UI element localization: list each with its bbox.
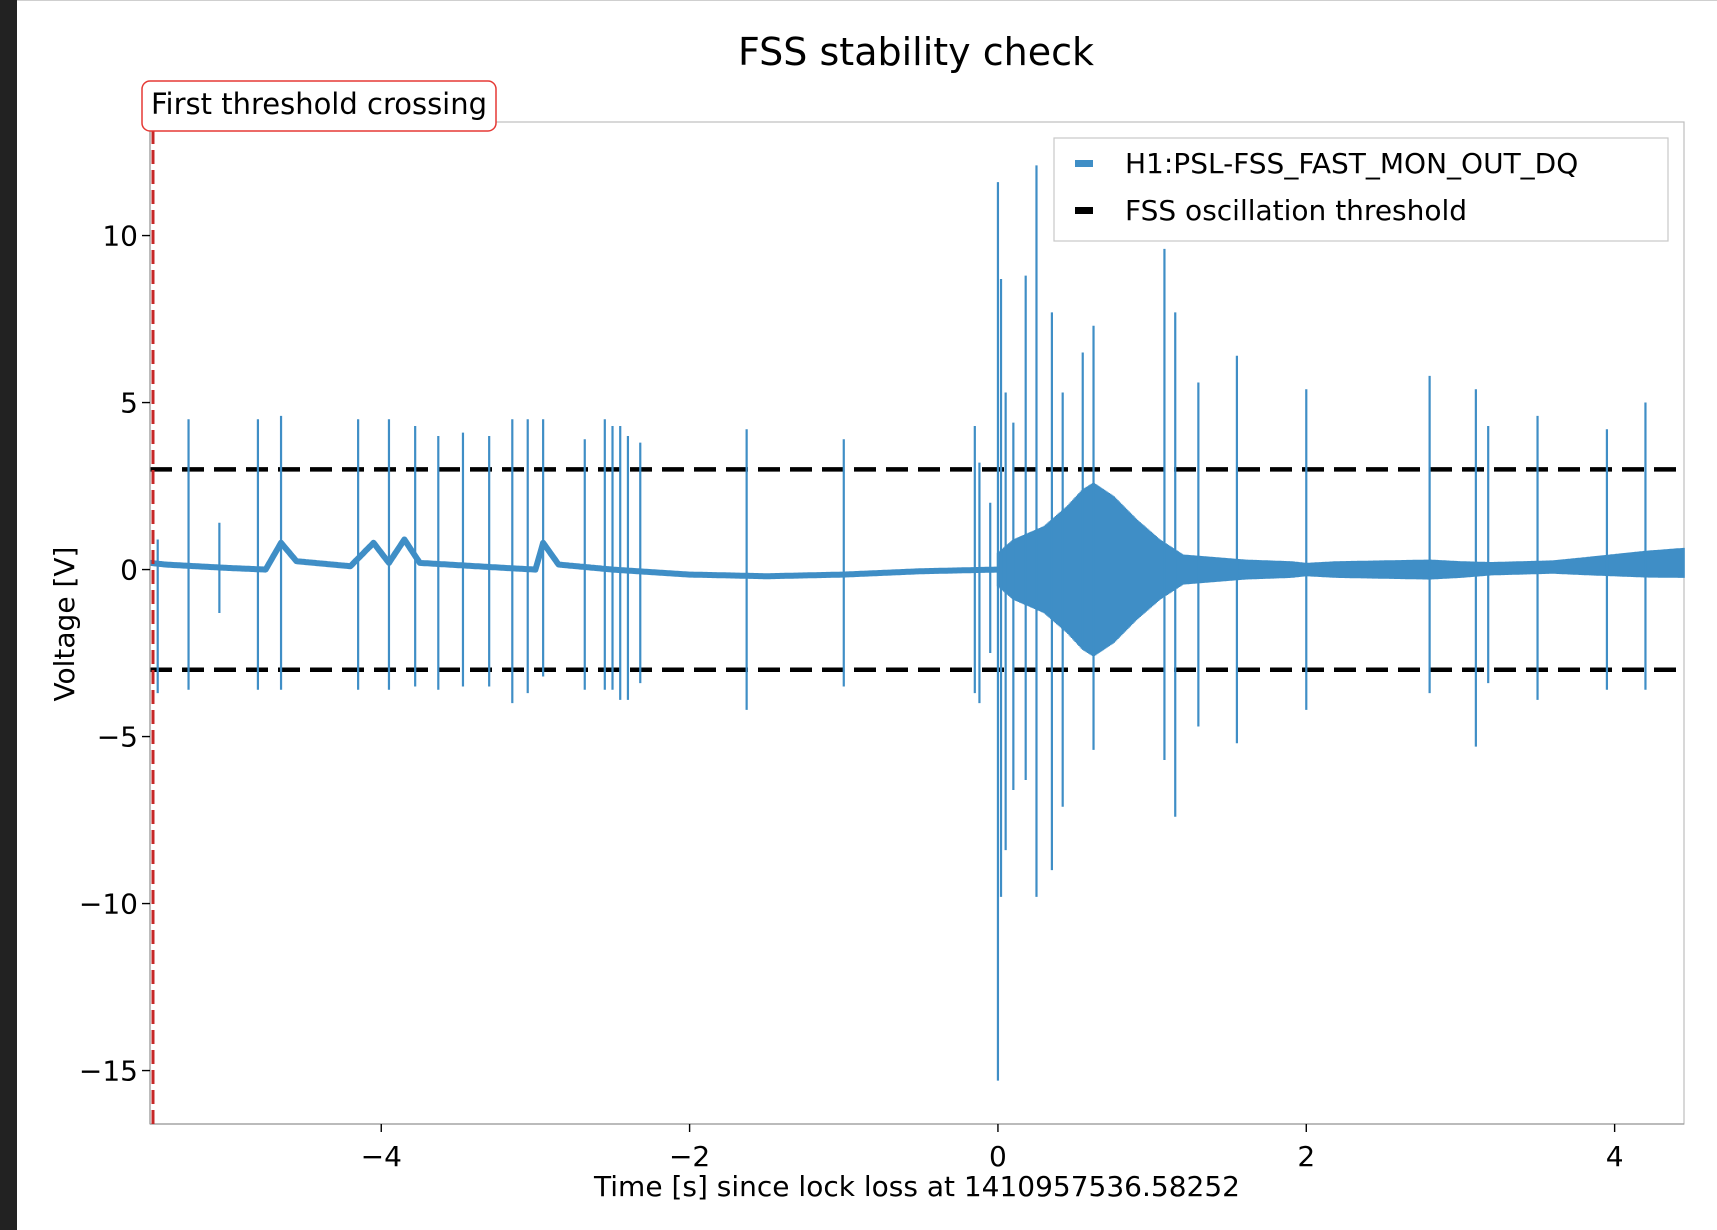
plot-area xyxy=(149,121,1685,1125)
x-tick-label: 0 xyxy=(989,1140,1007,1173)
legend-swatch-signal xyxy=(1075,160,1093,167)
annotation-text: First threshold crossing xyxy=(151,87,487,121)
y-tick-label: 0 xyxy=(120,554,138,587)
left-edge-strip xyxy=(0,0,17,1230)
x-tick-label: −2 xyxy=(669,1140,710,1173)
chart-title: FSS stability check xyxy=(738,30,1094,74)
x-tick-label: 2 xyxy=(1297,1140,1315,1173)
legend-swatch-threshold xyxy=(1075,207,1093,214)
x-axis-label: Time [s] since lock loss at 1410957536.5… xyxy=(593,1170,1240,1203)
x-tick-label: −4 xyxy=(361,1140,402,1173)
y-ticks: 10 5 0 −5 −10 −15 xyxy=(79,220,150,1088)
legend-label-signal: H1:PSL-FSS_FAST_MON_OUT_DQ xyxy=(1125,147,1578,180)
y-tick-label: −10 xyxy=(79,888,138,921)
x-tick-label: 4 xyxy=(1606,1140,1624,1173)
y-axis-label: Voltage [V] xyxy=(48,547,81,702)
legend-label-threshold: FSS oscillation threshold xyxy=(1125,194,1467,227)
signal-series-layer xyxy=(148,165,1686,1081)
y-tick-label: −15 xyxy=(79,1055,138,1088)
x-ticks: −4 −2 0 2 4 xyxy=(361,1124,1624,1173)
legend: H1:PSL-FSS_FAST_MON_OUT_DQ FSS oscillati… xyxy=(1053,137,1669,242)
y-tick-label: 5 xyxy=(120,387,138,420)
y-tick-label: −5 xyxy=(97,721,138,754)
legend-box xyxy=(1053,137,1669,242)
top-border xyxy=(17,0,1717,1)
y-tick-label: 10 xyxy=(102,220,138,253)
annotation-box xyxy=(141,80,497,132)
